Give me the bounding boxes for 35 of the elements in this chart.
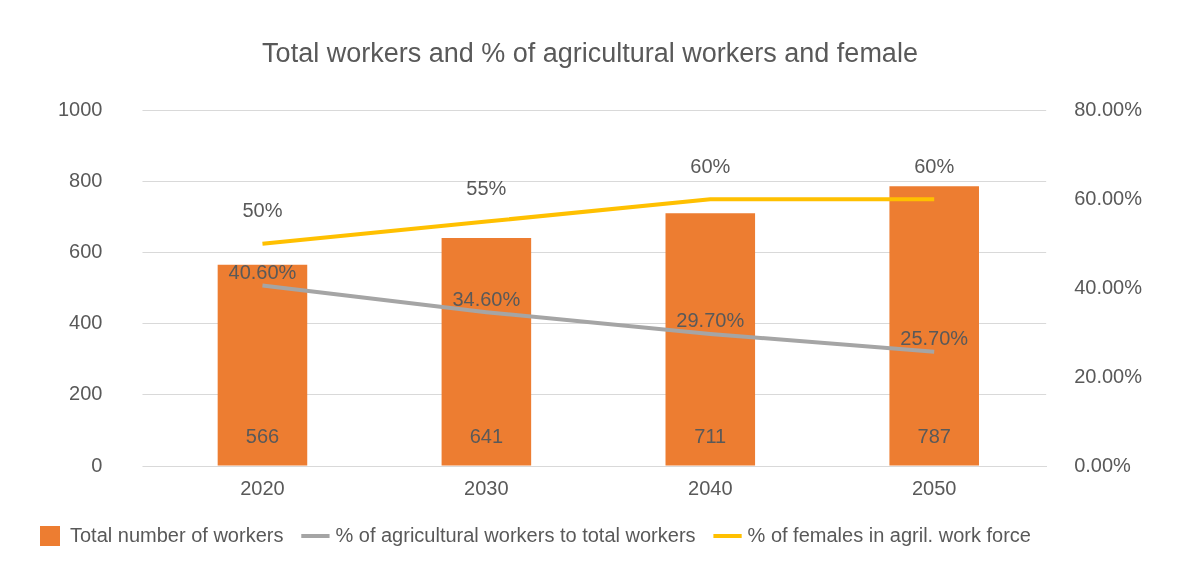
legend-label: Total number of workers [70, 523, 284, 546]
data-label: 60% [690, 154, 731, 177]
bar [217, 264, 308, 466]
bar [441, 238, 532, 466]
data-label: 787 [917, 425, 951, 448]
x-tick-label: 2050 [911, 476, 957, 499]
y2-tick-label: 60.00% [1074, 186, 1143, 209]
bar [665, 213, 756, 466]
chart-title: Total workers and % of agricultural workers and female [262, 37, 918, 68]
data-label: 711 [694, 425, 727, 448]
data-label: 50% [242, 199, 283, 222]
y-tick-label: 1000 [57, 97, 103, 120]
data-label: 55% [466, 177, 507, 200]
y2-tick-label: 80.00% [1074, 97, 1143, 120]
data-label: 34.60% [452, 287, 521, 310]
data-label: 60% [914, 154, 955, 177]
bar [889, 186, 979, 466]
legend-label: % of females in agril. work force [747, 523, 1031, 546]
y-tick-label: 400 [69, 311, 103, 334]
x-tick-label: 2020 [240, 476, 285, 499]
y-tick-label: 0 [91, 453, 103, 476]
x-tick-label: 2030 [464, 476, 509, 499]
y2-tick-label: 0.00% [1074, 453, 1132, 476]
y2-tick-label: 20.00% [1074, 364, 1143, 387]
y-tick-label: 200 [69, 382, 103, 405]
data-label: 25.70% [900, 327, 969, 350]
data-label: 29.70% [676, 309, 745, 332]
x-tick-label: 2040 [688, 476, 733, 499]
y2-tick-label: 40.00% [1074, 275, 1143, 298]
y-tick-label: 800 [69, 169, 103, 192]
legend-label: % of agricultural workers to total workers [335, 523, 696, 546]
data-label: 40.60% [228, 261, 297, 284]
data-label: 641 [469, 425, 504, 448]
data-label: 566 [245, 425, 280, 448]
y-tick-label: 600 [69, 240, 103, 263]
